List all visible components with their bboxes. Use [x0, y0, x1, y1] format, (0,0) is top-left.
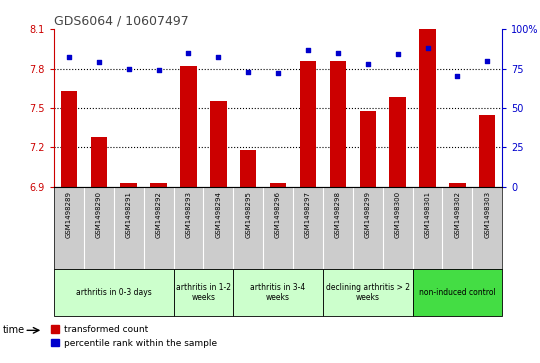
- Point: [184, 50, 193, 56]
- Text: declining arthritis > 2
weeks: declining arthritis > 2 weeks: [326, 282, 410, 302]
- Text: GSM1498290: GSM1498290: [96, 191, 102, 238]
- Point: [363, 61, 372, 67]
- Point: [244, 69, 253, 74]
- Bar: [91, 137, 107, 187]
- Bar: [300, 61, 316, 187]
- Text: GSM1498300: GSM1498300: [395, 191, 401, 238]
- Point: [303, 47, 312, 53]
- Text: GSM1498296: GSM1498296: [275, 191, 281, 238]
- Text: GSM1498302: GSM1498302: [454, 191, 461, 238]
- Text: GSM1498295: GSM1498295: [245, 191, 251, 238]
- Point: [393, 52, 402, 57]
- Text: GSM1498289: GSM1498289: [66, 191, 72, 238]
- Text: non-induced control: non-induced control: [419, 288, 496, 297]
- Text: arthritis in 3-4
weeks: arthritis in 3-4 weeks: [251, 282, 306, 302]
- Point: [94, 59, 103, 65]
- Point: [274, 70, 282, 76]
- Bar: [120, 183, 137, 187]
- Text: GDS6064 / 10607497: GDS6064 / 10607497: [54, 15, 189, 28]
- Text: GSM1498301: GSM1498301: [424, 191, 430, 238]
- Text: GSM1498297: GSM1498297: [305, 191, 311, 238]
- Text: arthritis in 1-2
weeks: arthritis in 1-2 weeks: [176, 282, 231, 302]
- Text: GSM1498292: GSM1498292: [156, 191, 161, 238]
- Bar: [180, 66, 197, 187]
- Point: [124, 66, 133, 72]
- Point: [154, 67, 163, 73]
- Text: GSM1498298: GSM1498298: [335, 191, 341, 238]
- Bar: [419, 29, 436, 187]
- Bar: [240, 150, 256, 187]
- Bar: [479, 115, 496, 187]
- Bar: [360, 111, 376, 187]
- Text: GSM1498303: GSM1498303: [484, 191, 490, 238]
- Bar: [60, 91, 77, 187]
- Bar: [270, 183, 286, 187]
- Bar: [173, 269, 233, 316]
- Bar: [329, 61, 346, 187]
- Point: [334, 50, 342, 56]
- Text: GSM1498294: GSM1498294: [215, 191, 221, 238]
- Bar: [150, 183, 167, 187]
- Point: [214, 54, 222, 60]
- Legend: transformed count, percentile rank within the sample: transformed count, percentile rank withi…: [48, 322, 221, 351]
- Point: [453, 74, 462, 79]
- Text: arthritis in 0-3 days: arthritis in 0-3 days: [76, 288, 152, 297]
- Point: [483, 58, 491, 64]
- Text: GSM1498293: GSM1498293: [185, 191, 192, 238]
- Bar: [389, 98, 406, 187]
- Bar: [54, 269, 173, 316]
- Text: GSM1498299: GSM1498299: [364, 191, 371, 238]
- Bar: [413, 269, 502, 316]
- Bar: [323, 269, 413, 316]
- Text: time: time: [3, 325, 25, 335]
- Bar: [449, 183, 465, 187]
- Point: [423, 45, 432, 51]
- Point: [65, 54, 73, 60]
- Bar: [233, 269, 323, 316]
- Text: GSM1498291: GSM1498291: [126, 191, 132, 238]
- Bar: [210, 101, 227, 187]
